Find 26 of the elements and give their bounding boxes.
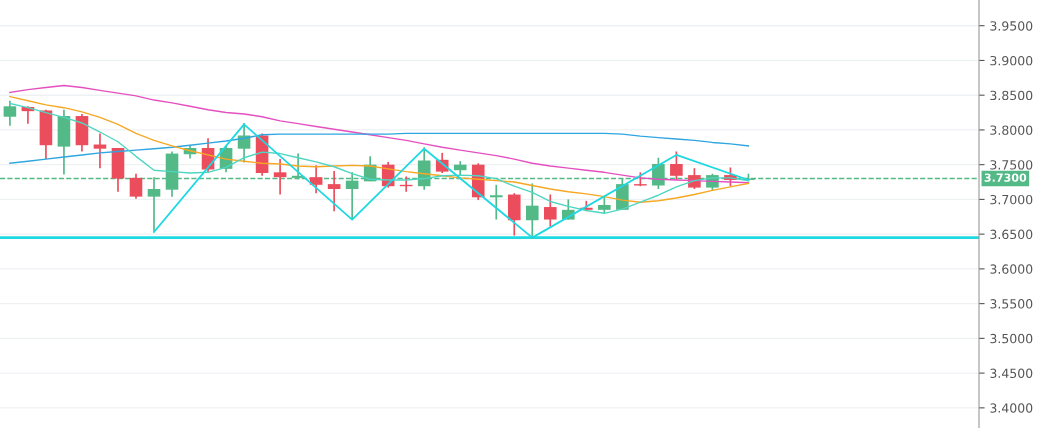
y-tick-label: 3.9000 [990,55,1033,66]
y-tick-label: 3.9500 [990,21,1033,31]
candlestick [129,172,143,200]
candlestick [670,150,683,181]
y-tick-label: 3.7000 [990,194,1033,205]
y-tick-label: 3.6000 [990,264,1033,274]
candlestick [489,183,503,221]
y-tick-label: 3.5500 [990,299,1033,309]
line-series [9,132,750,164]
candlestick [237,122,251,164]
candlestick [273,158,287,196]
line-series [9,95,750,203]
y-tick-label: 3.5000 [990,333,1033,344]
candlestick [525,182,539,240]
y-tick-label: 3.4000 [990,403,1033,413]
candlestick [3,99,17,127]
y-tick-label: 3.7500 [990,160,1033,170]
candlestick [327,170,341,213]
candlestick [309,164,323,194]
y-tick-label: 3.8500 [990,90,1033,101]
ref-line-label: 3.7300 [984,173,1027,182]
y-tick-label: 3.4500 [990,368,1033,379]
y-tick-label: 3.8000 [990,125,1033,135]
candlestick [93,132,107,169]
candlestick [543,193,557,228]
y-tick-label: 3.6500 [990,229,1033,240]
